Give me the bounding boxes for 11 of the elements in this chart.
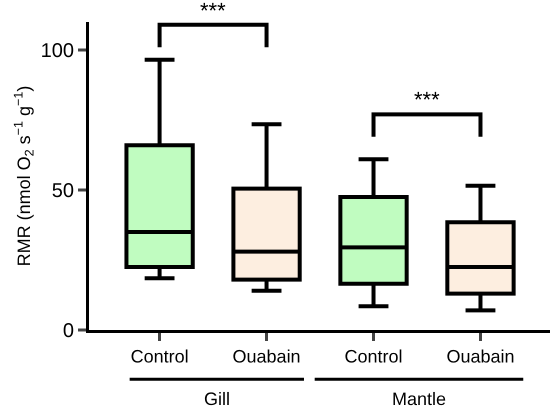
x-tick-label: Ouabain bbox=[446, 346, 515, 367]
y-tick-label: 0 bbox=[62, 320, 74, 342]
text: Mantle bbox=[392, 389, 446, 409]
text: Gill bbox=[204, 389, 230, 409]
x-tick-label: Ouabain bbox=[232, 346, 301, 367]
x-tick-label: Control bbox=[344, 346, 403, 367]
annotation: *** bbox=[200, 0, 226, 23]
annotation: *** bbox=[414, 87, 440, 112]
y-tick-label: 50 bbox=[52, 180, 74, 202]
y-tick-label: 100 bbox=[40, 40, 74, 62]
x-tick-label: Control bbox=[130, 346, 189, 367]
